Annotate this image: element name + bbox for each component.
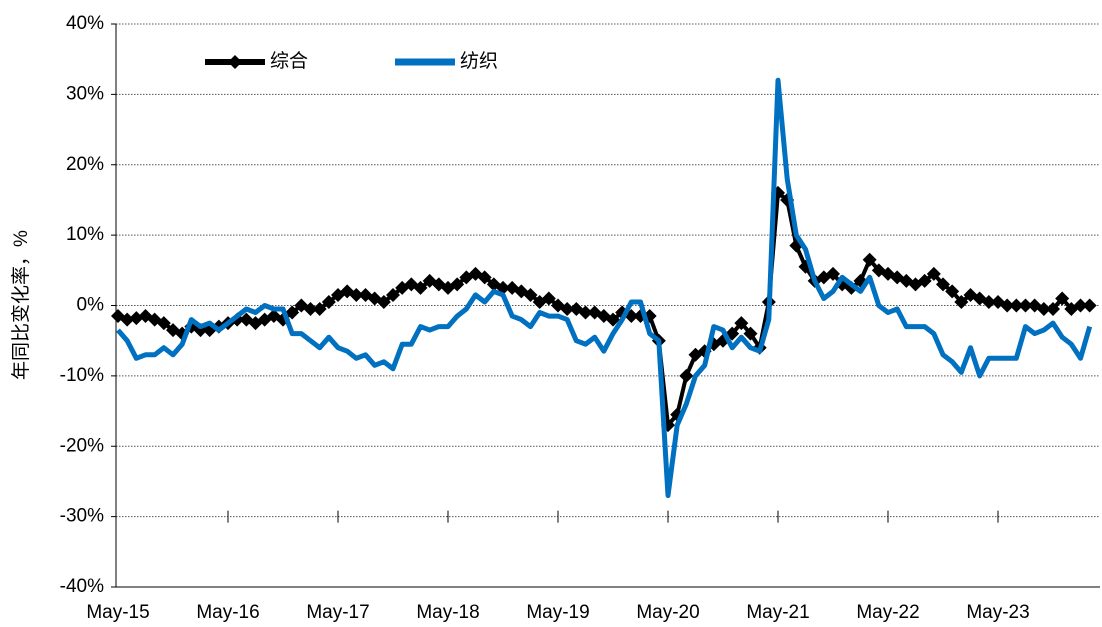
x-tick-label: May-15 bbox=[86, 602, 149, 623]
marker bbox=[120, 312, 135, 327]
x-tick-label: May-23 bbox=[966, 602, 1029, 623]
x-tick-label: May-19 bbox=[526, 602, 589, 623]
x-tick-label: May-20 bbox=[636, 602, 699, 623]
legend-label: 纺织 bbox=[460, 50, 498, 72]
marker bbox=[926, 266, 941, 281]
marker bbox=[285, 305, 300, 320]
y-tick-label: 10% bbox=[66, 224, 104, 245]
y-tick-label: 40% bbox=[66, 13, 104, 34]
marker bbox=[917, 273, 932, 288]
marker bbox=[743, 326, 758, 341]
marker bbox=[450, 277, 465, 292]
y-axis-label: 年同比变化率，% bbox=[10, 230, 32, 380]
marker bbox=[862, 252, 877, 267]
y-tick-label: 20% bbox=[66, 154, 104, 175]
y-tick-label: 30% bbox=[66, 83, 104, 104]
y-tick-label: -20% bbox=[60, 435, 104, 456]
marker bbox=[826, 266, 840, 281]
y-tick-label: 0% bbox=[77, 295, 105, 316]
marker bbox=[477, 270, 492, 285]
marker bbox=[679, 368, 694, 383]
x-tick-label: May-21 bbox=[746, 602, 809, 623]
marker bbox=[1055, 291, 1070, 306]
marker bbox=[376, 294, 391, 309]
x-tick-label: May-17 bbox=[306, 602, 369, 623]
legend-label: 综合 bbox=[270, 50, 308, 72]
marker bbox=[303, 302, 318, 317]
marker bbox=[156, 316, 171, 331]
marker bbox=[541, 291, 556, 306]
marker bbox=[1000, 298, 1015, 313]
marker bbox=[981, 294, 996, 309]
marker bbox=[413, 280, 428, 295]
marker bbox=[1018, 298, 1033, 313]
series-line bbox=[116, 77, 1093, 498]
marker bbox=[386, 287, 400, 302]
marker bbox=[945, 284, 960, 299]
x-tick-label: May-22 bbox=[856, 602, 919, 623]
marker bbox=[560, 302, 575, 317]
legend-marker bbox=[228, 55, 242, 69]
x-tick-label: May-18 bbox=[416, 602, 479, 623]
marker bbox=[1073, 298, 1088, 313]
marker bbox=[1082, 298, 1097, 313]
marker bbox=[523, 287, 538, 302]
marker bbox=[936, 277, 950, 292]
x-tick-label: May-16 bbox=[196, 602, 259, 623]
marker bbox=[129, 311, 144, 326]
y-tick-label: -40% bbox=[60, 576, 104, 597]
y-tick-label: -10% bbox=[60, 365, 104, 386]
marker bbox=[1009, 298, 1024, 313]
marker bbox=[578, 305, 593, 320]
marker bbox=[734, 316, 749, 331]
marker bbox=[321, 294, 336, 309]
marker bbox=[954, 294, 969, 309]
marker bbox=[312, 302, 327, 317]
marker bbox=[606, 312, 620, 327]
y-tick-label: -30% bbox=[60, 506, 104, 527]
marker bbox=[349, 287, 364, 302]
marker bbox=[1046, 302, 1060, 317]
marker bbox=[1036, 302, 1051, 317]
